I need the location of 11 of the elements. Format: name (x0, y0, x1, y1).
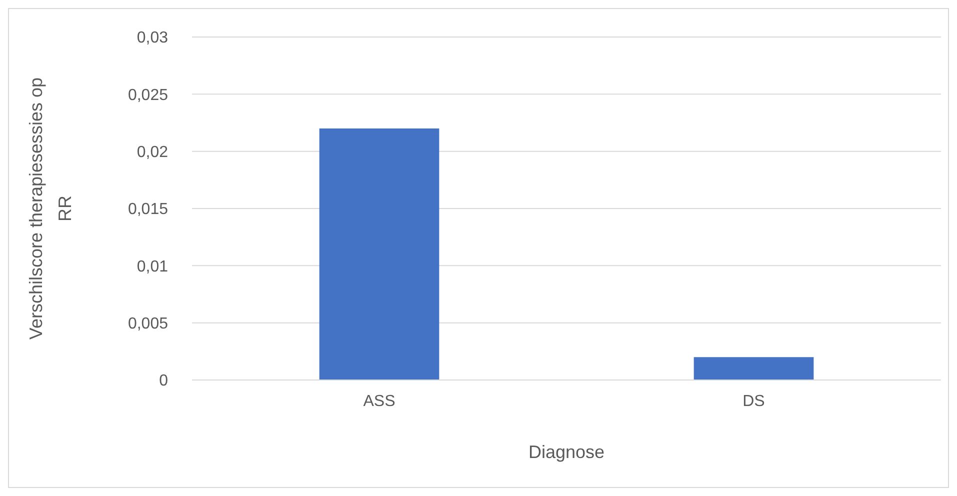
y-tick-label: 0 (159, 372, 168, 390)
x-tick-label: ASS (363, 393, 396, 410)
y-tick-label: 0,02 (136, 144, 168, 161)
y-tick-label: 0,005 (128, 315, 168, 332)
y-tick-label: 0,01 (136, 258, 168, 276)
y-tick-label: 0,015 (128, 201, 168, 218)
y-tick-label: 0,025 (128, 86, 168, 104)
x-axis-title: Diagnose (528, 442, 605, 462)
y-tick-label: 0,03 (136, 30, 168, 47)
x-tick-label: DS (742, 393, 765, 410)
y-axis-title: Verschilscore therapiesessies op RR (26, 77, 75, 340)
